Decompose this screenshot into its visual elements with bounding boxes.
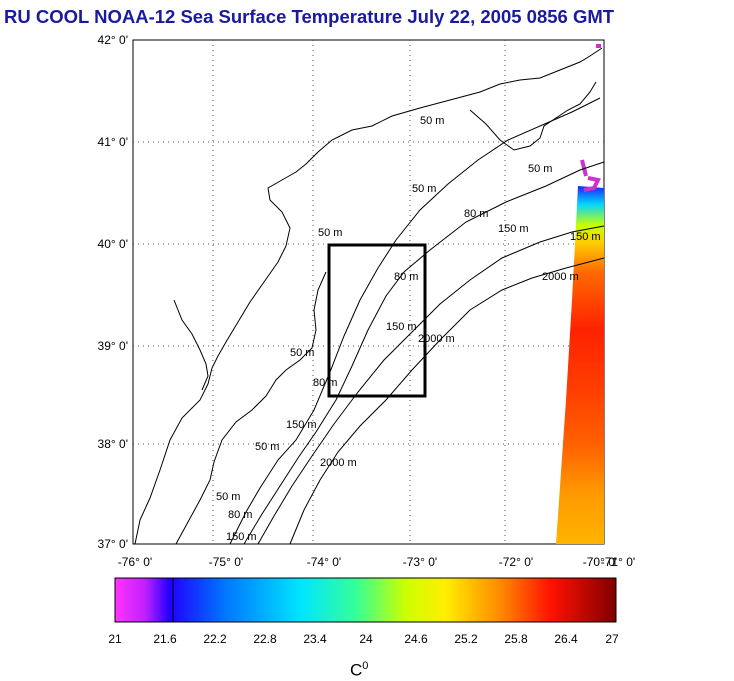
lon-tick: -75° 0' [209,555,243,569]
contour-label: 80 m [228,509,252,521]
colorbar-tick: 27 [605,632,619,646]
contour-label: 150 m [386,321,417,333]
colorbar [114,577,617,623]
colorbar-tick: 26.4 [554,632,578,646]
sst-swath [556,186,604,544]
colorbar-unit-sup: 0 [362,660,369,672]
lat-tick: 39° 0' [98,339,128,353]
lon-axis: -76° 0' -75° 0' -74° 0' -73° 0' -72° 0' … [118,555,635,569]
lon-tick: -71° 0' [601,555,635,569]
lon-tick: -74° 0' [307,555,341,569]
contour-label: 150 m [286,419,317,431]
lat-tick: 41° 0' [98,135,128,149]
colorbar-tick: 22.8 [253,632,277,646]
lat-tick: 37° 0' [98,537,128,551]
isobath-80 [243,161,605,545]
contour-label: 50 m [412,183,436,195]
colorbar-tick: 23.4 [303,632,327,646]
isobath-2000 [289,257,605,545]
lon-tick: -70° 0' [583,555,617,569]
lon-tick: -73° 0' [403,555,437,569]
contour-label: 50 m [420,115,444,127]
colorbar-unit-label: C0 [350,660,368,681]
contour-label: 2000 m [542,271,579,283]
isobath-50 [229,97,601,545]
lon-tick: -72° 0' [499,555,533,569]
bay-coastline [173,299,209,391]
colorbar-tick: 25.8 [504,632,528,646]
contour-label: 150 m [226,531,257,543]
sst-swath-edge [580,159,601,192]
contour-label: 50 m [528,163,552,175]
lat-axis: 42° 0' 41° 0' 40° 0' 39° 0' 38° 0' 37° 0… [98,33,128,551]
lat-tick: 40° 0' [98,237,128,251]
map-frame [132,39,605,545]
lat-tick: 38° 0' [98,437,128,451]
colorbar-unit: C [350,660,363,680]
colorbar-tick: 24.6 [404,632,428,646]
isobath-150 [257,225,605,545]
colorbar-tick: 24 [359,632,373,646]
colorbar-tick: 21.6 [153,632,177,646]
contour-label: 150 m [570,231,601,243]
contour-label: 2000 m [418,333,455,345]
contour-label: 50 m [255,441,279,453]
contour-label-group: 50 m 50 m 50 m 50 m 50 m 50 m 50 m 80 m … [216,115,601,543]
colorbar-tick: 21 [108,632,122,646]
contour-label: 2000 m [320,457,357,469]
contour-label: 80 m [394,271,418,283]
study-area-box [327,243,427,398]
lon-tick: -76° 0' [118,555,152,569]
colorbar-ticks: 21 21.6 22.2 22.8 23.4 24 24.6 25.2 25.8… [108,632,619,646]
contour-label: 150 m [498,223,529,235]
contour-label: 50 m [318,227,342,239]
contour-label: 50 m [216,491,240,503]
sst-fragment [596,44,601,48]
contour-label: 50 m [290,347,314,359]
map-title: RU COOL NOAA-12 Sea Surface Temperature … [4,6,615,27]
colorbar-tick: 25.2 [454,632,478,646]
contour-label: 80 m [464,208,488,220]
contour-label: 80 m [313,377,337,389]
isobaths [229,97,605,545]
colorbar-tick: 22.2 [203,632,227,646]
coastline [134,47,603,545]
lat-tick: 42° 0' [98,33,128,47]
